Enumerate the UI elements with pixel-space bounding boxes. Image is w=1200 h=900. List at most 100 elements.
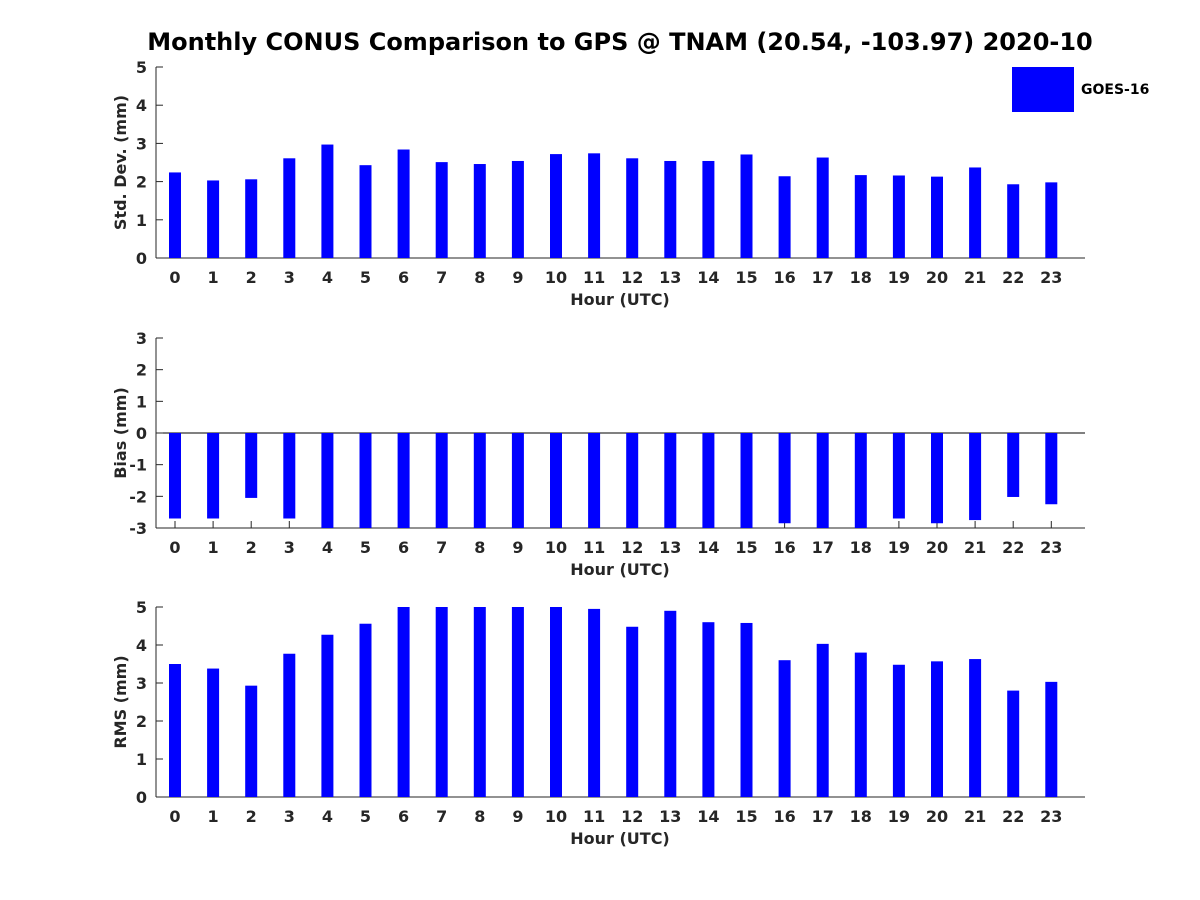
stddev-x-tick-label: 15 (735, 268, 757, 287)
stddev-bar-hour-18 (854, 175, 867, 258)
bias-x-tick-label: 23 (1040, 538, 1062, 557)
bias-bar-hour-19 (892, 433, 905, 519)
bias-bar-hour-0 (169, 433, 181, 519)
stddev-x-tick-label: 0 (169, 268, 180, 287)
stddev-x-tick-label: 8 (474, 268, 485, 287)
bias-x-tick-label: 20 (926, 538, 948, 557)
bias-bar-hour-23 (1045, 433, 1058, 505)
stddev-bar-hour-0 (169, 172, 181, 258)
rms-x-tick-label: 11 (583, 807, 605, 826)
bias-x-tick-label: 21 (964, 538, 986, 557)
rms-bar-hour-16 (778, 660, 791, 797)
stddev-x-tick-label: 23 (1040, 268, 1062, 287)
stddev-x-tick-label: 7 (436, 268, 447, 287)
bias-y-tick-label: 3 (136, 329, 147, 348)
bias-x-tick-label: 7 (436, 538, 447, 557)
rms-x-tick-label: 6 (398, 807, 409, 826)
stddev-x-tick-label: 1 (208, 268, 219, 287)
bias-bar-hour-2 (245, 433, 258, 498)
stddev-y-tick-label: 3 (136, 134, 147, 153)
rms-bar-hour-9 (511, 607, 524, 797)
bias-x-tick-label: 17 (812, 538, 834, 557)
bias-bar-hour-11 (588, 433, 601, 528)
rms-x-tick-label: 18 (850, 807, 872, 826)
bias-x-tick-label: 16 (773, 538, 795, 557)
stddev-x-tick-label: 14 (697, 268, 719, 287)
bias-x-tick-label: 12 (621, 538, 643, 557)
bias-bar-hour-10 (550, 433, 562, 528)
bias-bar-hour-8 (473, 433, 486, 528)
rms-bar-hour-10 (550, 607, 562, 797)
stddev-y-tick-label: 5 (136, 58, 147, 77)
rms-bar-hour-17 (816, 643, 829, 797)
rms-bar-hour-23 (1045, 681, 1058, 797)
bias-y-tick-label: -2 (129, 487, 147, 506)
bias-x-tick-label: 4 (322, 538, 333, 557)
rms-bar-hour-0 (169, 664, 181, 797)
legend: GOES-16 (1012, 67, 1149, 112)
stddev-x-tick-label: 21 (964, 268, 986, 287)
rms-x-tick-label: 1 (208, 807, 219, 826)
stddev-bar-hour-16 (778, 176, 791, 258)
rms-bar-hour-20 (931, 661, 943, 797)
rms-y-axis-label: RMS (mm) (111, 655, 130, 748)
bias-bar-hour-21 (969, 433, 982, 521)
bias-x-axis-label: Hour (UTC) (570, 560, 670, 579)
stddev-x-tick-label: 5 (360, 268, 371, 287)
bias-bar-hour-1 (207, 433, 220, 519)
stddev-bar-hour-22 (1007, 184, 1020, 258)
bias-bar-hour-17 (816, 433, 829, 528)
rms-x-tick-label: 9 (512, 807, 523, 826)
rms-x-tick-label: 10 (545, 807, 567, 826)
stddev-bar-hour-20 (931, 176, 943, 258)
stddev-x-tick-label: 16 (773, 268, 795, 287)
rms-bar-hour-14 (702, 622, 715, 797)
bias-x-tick-label: 22 (1002, 538, 1024, 557)
bias-x-tick-label: 19 (888, 538, 910, 557)
stddev-bar-hour-23 (1045, 182, 1058, 258)
bias-bar-hour-12 (626, 433, 639, 528)
rms-x-tick-label: 0 (169, 807, 180, 826)
bias-x-tick-label: 13 (659, 538, 681, 557)
rms-x-tick-label: 22 (1002, 807, 1024, 826)
bias-bar-hour-13 (664, 433, 677, 528)
bias-x-tick-label: 18 (850, 538, 872, 557)
stddev-bar-hour-7 (435, 162, 448, 258)
stddev-y-axis-label: Std. Dev. (mm) (111, 95, 130, 230)
rms-bar-hour-7 (435, 607, 448, 797)
bias-x-tick-label: 3 (284, 538, 295, 557)
bias-y-tick-label: -3 (129, 519, 147, 538)
rms-x-tick-label: 12 (621, 807, 643, 826)
bias-bar-hour-20 (931, 433, 943, 524)
bias-bar-hour-15 (740, 433, 753, 528)
stddev-bar-hour-4 (321, 144, 334, 258)
rms-x-tick-label: 3 (284, 807, 295, 826)
rms-x-tick-label: 2 (246, 807, 257, 826)
bias-bar-hour-4 (321, 433, 334, 528)
stddev-x-tick-label: 20 (926, 268, 948, 287)
rms-bar-hour-15 (740, 622, 753, 797)
bias-y-tick-label: 2 (136, 361, 147, 380)
bias-x-tick-label: 11 (583, 538, 605, 557)
stddev-x-tick-label: 9 (512, 268, 523, 287)
rms-x-tick-label: 17 (812, 807, 834, 826)
stddev-bar-hour-3 (283, 158, 296, 258)
bias-bar-hour-9 (511, 433, 524, 528)
rms-bar-hour-12 (626, 626, 639, 797)
rms-bar-hour-13 (664, 610, 677, 797)
rms-x-tick-label: 23 (1040, 807, 1062, 826)
rms-bar-hour-11 (588, 608, 601, 797)
stddev-x-tick-label: 4 (322, 268, 333, 287)
stddev-y-tick-label: 4 (136, 96, 147, 115)
rms-bar-hour-2 (245, 685, 258, 797)
stddev-x-tick-label: 11 (583, 268, 605, 287)
rms-bar-hour-3 (283, 653, 296, 797)
bias-bar-hour-14 (702, 433, 715, 528)
stddev-bar-hour-8 (473, 164, 486, 258)
rms-bar-hour-8 (473, 607, 486, 797)
stddev-x-tick-label: 13 (659, 268, 681, 287)
bias-x-tick-label: 0 (169, 538, 180, 557)
bias-x-tick-label: 1 (208, 538, 219, 557)
rms-bar-hour-1 (207, 668, 220, 797)
